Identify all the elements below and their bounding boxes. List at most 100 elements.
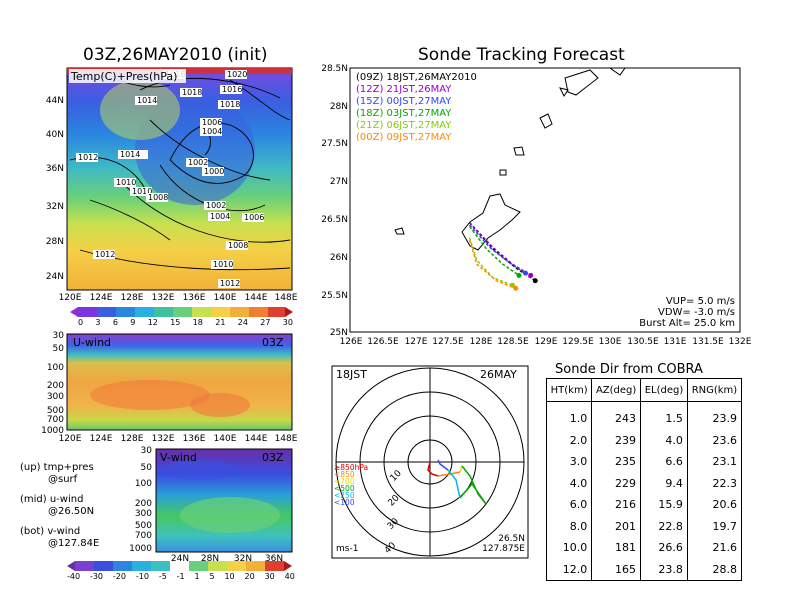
- table-cell: 243: [591, 401, 642, 430]
- u-wind-label: U-wind: [73, 336, 112, 349]
- track-line: [468, 237, 513, 286]
- table-cell: 1.0: [545, 401, 593, 430]
- table-cell: 20.6: [686, 494, 743, 516]
- table-cell: 4.0: [640, 429, 688, 451]
- isobar-label: 1012: [78, 153, 98, 162]
- table-cell: 201: [591, 515, 642, 537]
- sonde-direction-table: HT(km) AZ(deg) EL(deg) RNG(km) 1.0 243 1.5…: [545, 378, 743, 581]
- lon-tick: 132E: [729, 337, 752, 347]
- temperature-pressure-map: 1016 1020 1018 1014 1016 1018 1012 1014 …: [46, 67, 298, 303]
- v-wind-time: 03Z: [262, 451, 284, 464]
- isobar-label: 1004: [202, 127, 222, 136]
- lon-tick: 129E: [535, 337, 558, 347]
- lon-tick: 128E: [470, 337, 493, 347]
- table-cell: 3.0: [545, 451, 593, 473]
- table-row: 3.0 235 6.6 23.1: [545, 451, 743, 473]
- polar-pressure-legend: ≥850hPa <850 <700 <500 <250 <100: [334, 464, 368, 507]
- track-endpoint: [532, 278, 538, 284]
- table-cell: 12.0: [545, 558, 593, 581]
- table-cell: 19.7: [686, 515, 743, 537]
- lat-tick: 44N: [46, 96, 64, 106]
- table-cell: 22.3: [686, 472, 743, 494]
- isobar-label: 1010: [132, 187, 152, 196]
- track-line: [469, 222, 532, 277]
- island-okinawa: [461, 193, 521, 251]
- table-cell: 2.0: [545, 429, 593, 451]
- colorbar-tick: 24: [237, 318, 248, 327]
- lon-tick: 120E: [59, 434, 82, 444]
- pressure-tick: 700: [47, 415, 64, 425]
- table-cell: 23.1: [686, 451, 743, 473]
- colorbar-tick: 5: [209, 572, 215, 581]
- island-amami: [564, 69, 599, 96]
- lat-tick: 28N: [201, 554, 219, 564]
- colorbar-tick: 12: [147, 318, 158, 327]
- col-header-azimuth: AZ(deg): [591, 378, 642, 402]
- temperature-colorbar-ticks: 0 3 6 9 12 15 18 21 24 27 30: [78, 318, 293, 327]
- isobar-label: 1010: [213, 260, 233, 269]
- polar-legend-entry: <250: [334, 491, 355, 500]
- colorbar-tick: 6: [112, 318, 118, 327]
- lat-tick: 36N: [46, 164, 64, 174]
- legend-entry-21z: (21Z) 06JST,27MAY: [356, 120, 452, 131]
- isobar-label: 1016: [222, 85, 242, 94]
- track-endpoint: [528, 272, 534, 278]
- colorbar-tick: -10: [135, 572, 149, 581]
- param-burst-alt: Burst Alt= 25.0 km: [639, 318, 735, 329]
- lon-tick: 127E: [405, 337, 428, 347]
- colorbar-tick: 10: [224, 572, 235, 581]
- tracking-legend: (09Z) 18JST,26MAY2010 (12Z) 21JST,26MAY …: [356, 72, 477, 144]
- pressure-tick: 50: [53, 344, 65, 354]
- pressure-tick: 500: [135, 521, 152, 531]
- isobar-label: 1008: [228, 241, 248, 250]
- legend-entry-12z: (12Z) 21JST,26MAY: [356, 84, 452, 95]
- lat-tick: 36N: [265, 554, 283, 564]
- sonde-tracking-map: 28.5N 28N 27.5N 27N 26.5N 26N 25.5N 25N …: [321, 64, 752, 347]
- table-cell: 239: [591, 429, 642, 451]
- colorbar-tick: -20: [112, 572, 126, 581]
- table-cell: 26.6: [640, 537, 688, 559]
- polar-legend-entry: <100: [334, 498, 355, 507]
- colorbar-tick: -5: [158, 572, 167, 581]
- lon-tick: 136E: [183, 293, 206, 303]
- track-endpoint: [513, 285, 519, 291]
- pressure-tick: 30: [53, 331, 65, 341]
- isobar-label: 1006: [244, 213, 264, 222]
- table-row: 10.0 181 26.6 21.6: [545, 537, 743, 559]
- track-line: [468, 225, 520, 277]
- lon-tick: 126E: [340, 337, 363, 347]
- table-cell: 1.5: [640, 401, 688, 430]
- param-vdw: VDW= -3.0 m/s: [658, 307, 735, 318]
- polar-unit: ms-1: [336, 544, 359, 554]
- wind-colorbar-ticks: -40 -30 -20 -10 -5 -1 1 5 10 20 30 40: [67, 572, 295, 581]
- lon-tick: 124E: [90, 293, 113, 303]
- note-up: (up) tmp+pres: [20, 462, 94, 473]
- legend-entry-18z: (18Z) 03JST,27MAY: [356, 108, 452, 119]
- pressure-tick: 1000: [129, 544, 152, 554]
- table-row: 2.0 239 4.0 23.6: [545, 429, 743, 451]
- isobar-label: 1014: [137, 96, 157, 105]
- table-cell: 8.0: [545, 515, 593, 537]
- table-header-row: HT(km) AZ(deg) EL(deg) RNG(km): [545, 378, 743, 402]
- lon-tick: 148E: [275, 434, 298, 444]
- pressure-tick: 1000: [41, 426, 64, 436]
- lat-tick: 40N: [46, 130, 64, 140]
- table-cell: 9.4: [640, 472, 688, 494]
- polar-legend-entry: <850: [334, 470, 355, 479]
- isobar-label: 1018: [182, 88, 202, 97]
- table-cell: 23.9: [686, 401, 743, 430]
- colorbar-tick: -40: [67, 572, 81, 581]
- lon-tick: 144E: [245, 434, 268, 444]
- track-endpoint: [523, 270, 528, 276]
- polar-legend-entry: <500: [334, 484, 355, 493]
- lat-tick: 26N: [330, 253, 348, 263]
- lon-tick: 131.5E: [692, 337, 724, 347]
- lon-tick: 131E: [664, 337, 687, 347]
- isobar-label: 1012: [220, 279, 240, 288]
- table-cell: 181: [591, 537, 642, 559]
- lat-tick: 24N: [46, 272, 64, 282]
- tracking-title: Sonde Tracking Forecast: [418, 45, 625, 65]
- v-wind-panel: 30 50 100 200 300 500 700 1000 24N 28N 3…: [129, 446, 293, 564]
- left-map-title: 03Z,26MAY2010 (init): [83, 45, 268, 65]
- lat-tick: 27.5N: [321, 139, 348, 149]
